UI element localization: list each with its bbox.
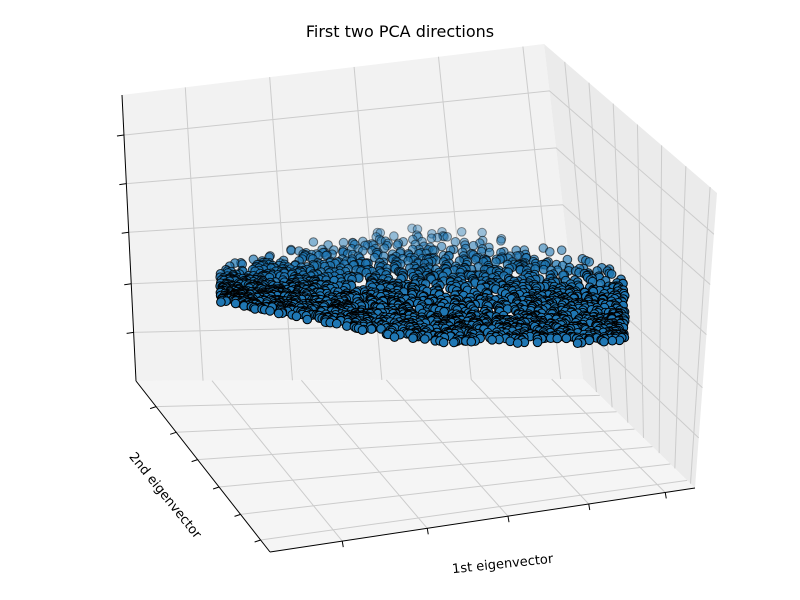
data-point [427,229,437,239]
data-point [466,336,477,347]
grid-line [123,90,715,235]
data-point [389,231,399,241]
data-point [286,245,296,256]
data-point [556,245,567,255]
data-point [308,237,319,247]
data-point [599,336,609,347]
grid-line [219,446,653,488]
data-point [420,334,430,344]
axis-lines [116,94,696,553]
data-point [331,318,342,329]
grid-line [240,463,671,515]
z-axis-line [121,94,137,382]
chart-title: First two PCA directions [305,22,495,41]
data-point [408,333,418,344]
grid-line [674,166,687,469]
grid-line [176,411,617,433]
y-axis-tick [254,539,261,543]
data-point [477,227,487,238]
data-point [230,298,241,309]
data-point [449,337,459,348]
grid-line [551,378,666,493]
z-axis-tick [119,183,127,186]
data-point [265,306,275,316]
x-axis-label: 1st eigenvector [451,552,554,578]
data-point [607,335,618,346]
data-point [412,230,422,240]
data-point [572,338,583,349]
data-point [302,314,313,325]
grid-line [588,82,613,408]
y-axis-tick [191,459,198,463]
x-axis-line [269,487,696,553]
grid-line [211,380,343,542]
data-point [512,338,523,348]
data-point [389,332,400,342]
data-point [291,311,302,322]
data-point [439,231,449,242]
data-point [426,233,437,243]
grid-line [126,147,711,285]
grid-line [197,428,635,461]
y-axis-tick [212,486,220,490]
data-point [456,227,467,237]
data-point [442,232,453,242]
grid-line [128,204,707,335]
y-axis-line [135,380,271,553]
grid-line [260,479,688,541]
data-point [606,269,617,279]
data-point [412,224,423,234]
data-point [487,335,497,345]
data-point [552,333,563,344]
z-axis-tick [124,283,132,286]
data-point [584,257,595,267]
y-axis-tick [234,513,241,517]
data-point [561,333,572,344]
data-point [496,236,506,246]
x-axis-tick [664,492,667,499]
z-axis-tick [116,134,125,137]
data-point [432,232,443,243]
x-axis-tick [341,541,344,548]
y-axis-tick [149,406,157,410]
y-axis-label: 2nd eigenvector [125,450,204,543]
data-point [216,297,226,307]
data-point [437,227,447,237]
grid-line [470,379,590,505]
z-axis-tick [126,331,134,334]
data-point [273,308,284,319]
data-point [545,247,555,257]
x-axis-tick [588,503,591,511]
data-point [407,223,417,234]
grid-line [658,145,663,454]
data-point [357,325,368,336]
data-point [450,237,461,247]
x-axis-tick [426,528,429,535]
data-point [438,231,448,241]
data-point [532,337,543,348]
grid-line [385,379,509,517]
y-axis-tick [170,431,177,435]
x-axis-tick [507,516,510,523]
grid-line [269,77,293,381]
grid-line [612,103,629,423]
grid-line [184,87,204,381]
data-point [438,337,449,348]
scatter-points [215,223,630,349]
grid-line [636,124,644,438]
grid-line [690,187,711,484]
grid-line [156,394,600,408]
grid-line [301,379,428,529]
data-point [372,227,383,238]
z-axis-tick [121,231,129,234]
